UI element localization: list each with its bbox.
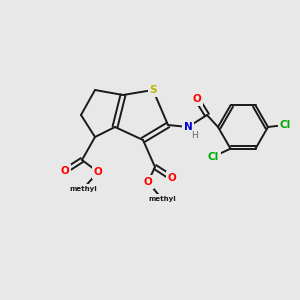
Text: O: O <box>193 94 201 104</box>
Text: Cl: Cl <box>208 152 219 162</box>
Text: O: O <box>94 167 102 177</box>
Text: S: S <box>149 85 157 95</box>
Text: H: H <box>192 131 198 140</box>
Text: O: O <box>168 173 176 183</box>
Text: methyl: methyl <box>69 186 97 192</box>
Text: O: O <box>144 177 152 187</box>
Text: Cl: Cl <box>279 120 291 130</box>
Text: O: O <box>61 166 69 176</box>
Text: N: N <box>184 122 192 132</box>
Text: methyl: methyl <box>148 196 176 202</box>
